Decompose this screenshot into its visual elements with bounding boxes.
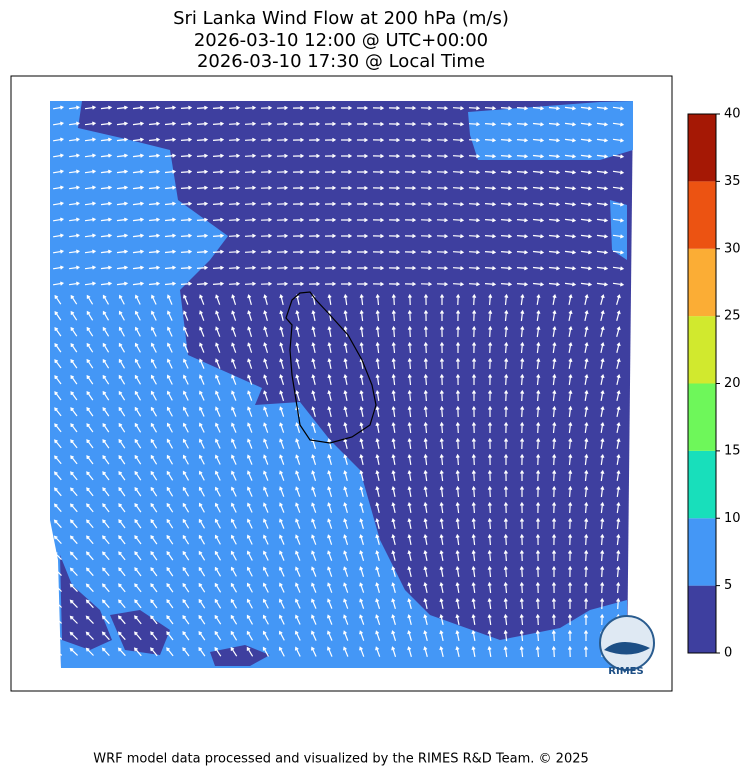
footer: WRF model data processed and visualized … [93, 752, 589, 767]
tick-label: 5 [724, 578, 732, 593]
colorbar-segment [688, 316, 716, 384]
tick-label: 15 [724, 443, 741, 458]
tick-label: 25 [724, 309, 741, 324]
colorbar-segment [688, 181, 716, 249]
colorbar-segment [688, 248, 716, 317]
colorbar-segment [688, 114, 716, 182]
speed-region [610, 200, 627, 260]
coastline [285, 291, 377, 444]
tick-label: 0 [724, 646, 732, 661]
speed-region [50, 101, 627, 668]
wind-field [50, 101, 633, 668]
wind-arrows [53, 105, 625, 658]
speed-region [210, 645, 270, 666]
speed-region [60, 555, 112, 650]
map-frame [10, 75, 673, 692]
title-line: Sri Lanka Wind Flow at 200 hPa (m/s) [173, 8, 509, 29]
colorbar-segment [688, 518, 716, 586]
speed-region [468, 101, 633, 160]
tick-label: 40 [724, 107, 741, 122]
logo: RIMES [599, 615, 655, 677]
logo-wave [604, 641, 650, 655]
colorbar-segment [688, 450, 716, 519]
colorbar: 0 5 10 15 20 25 30 35 40 [687, 107, 741, 661]
tick-label: 30 [724, 241, 741, 256]
logo-text: RIMES [608, 666, 643, 677]
title-line: 2026-03-10 17:30 @ Local Time [197, 51, 485, 72]
title-line: 2026-03-10 12:00 @ UTC+00:00 [194, 30, 488, 51]
colorbar-segment [688, 585, 716, 653]
colorbar-segment [688, 383, 716, 451]
tick-label: 10 [724, 511, 741, 526]
tick-label: 20 [724, 376, 741, 391]
tick-label: 35 [724, 174, 741, 189]
